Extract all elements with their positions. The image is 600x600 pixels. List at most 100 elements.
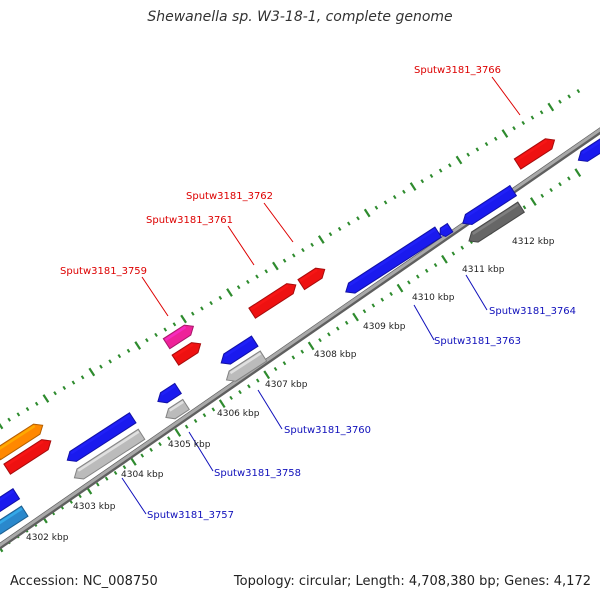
inner-ring-tick bbox=[255, 378, 260, 383]
outer-ring-tick bbox=[501, 129, 509, 138]
kbp-tick-labels: 4302 kbp 4303 kbp 4304 kbp 4305 kbp 4306 kbp… bbox=[26, 237, 555, 543]
kbp-tick-label: 4305 kbp bbox=[168, 440, 211, 450]
gene-blue-left bbox=[0, 488, 21, 513]
inner-ring-tick bbox=[122, 465, 127, 470]
inner-ring-tick bbox=[263, 370, 271, 380]
gene-small-blue-highlight bbox=[440, 224, 449, 231]
outer-ring-tick bbox=[88, 367, 96, 377]
outer-ring-tick bbox=[347, 221, 351, 226]
inner-ring-tick bbox=[291, 355, 296, 360]
outer-ring-tick bbox=[363, 208, 371, 218]
outer-ring-tick bbox=[547, 102, 555, 112]
inner-ring-tick bbox=[140, 453, 145, 458]
gene-red-left-highlight bbox=[5, 440, 44, 467]
gene-blue-edge bbox=[577, 138, 600, 162]
inner-ring-tick bbox=[389, 291, 393, 296]
outer-ring-tick bbox=[99, 364, 103, 369]
gene-sputw3181-3760-shadow bbox=[225, 350, 268, 382]
outer-ring-tick bbox=[530, 115, 535, 120]
outer-ring-tick bbox=[53, 391, 57, 396]
outer-ring-tick bbox=[190, 311, 195, 316]
outer-ring-tick bbox=[356, 216, 360, 221]
gene-label: Sputw3181_3760 bbox=[284, 425, 371, 436]
inner-ring-tick bbox=[540, 193, 545, 198]
inner-ring-tick bbox=[396, 283, 404, 293]
inner-ring-tick bbox=[424, 268, 429, 273]
outer-ring-tick bbox=[154, 332, 158, 337]
gene-labels: Sputw3181_3766 Sputw3181_3762 Sputw3181_37… bbox=[60, 65, 576, 521]
inner-ring-tick bbox=[574, 168, 582, 178]
kbp-tick-label: 4303 kbp bbox=[73, 502, 116, 512]
outer-ring-tick bbox=[255, 274, 259, 279]
gene-sputw3181-3764-arrow bbox=[462, 184, 518, 226]
gene-sputw3181-3757-shadow-highlight bbox=[77, 430, 140, 472]
outer-ring-tick bbox=[337, 226, 342, 231]
inner-ring-tick bbox=[247, 384, 251, 389]
inner-ring-tick bbox=[407, 280, 411, 285]
outer-ring-tick bbox=[383, 200, 388, 205]
gene-sputw3181-3760-shadow-highlight bbox=[229, 352, 262, 375]
outer-ring-tick bbox=[200, 306, 204, 311]
outer-ring-tick bbox=[409, 182, 417, 191]
outer-ring-tick bbox=[246, 279, 250, 284]
gene-label: Sputw3181_3761 bbox=[146, 215, 233, 226]
inner-ring-tick bbox=[78, 493, 82, 499]
kbp-tick-label: 4308 kbp bbox=[314, 350, 357, 360]
inner-ring-tick bbox=[273, 366, 278, 372]
gene-red-left bbox=[3, 439, 52, 475]
inner-ring-tick bbox=[158, 442, 162, 447]
inner-ring-tick bbox=[352, 312, 359, 322]
inner-ring-tick bbox=[380, 297, 385, 302]
inner-ring-tick bbox=[113, 470, 118, 475]
outer-ring-tick bbox=[7, 417, 11, 422]
gene-sputw3181-3760 bbox=[220, 335, 259, 365]
gene-orange-arrow bbox=[0, 423, 44, 461]
gene-label-leader bbox=[263, 202, 294, 243]
kbp-tick-label: 4307 kbp bbox=[265, 380, 308, 390]
outer-ring-tick bbox=[558, 99, 562, 104]
outer-ring-tick bbox=[117, 354, 122, 359]
outer-ring-tick bbox=[62, 385, 67, 390]
gene-red-left-arrow bbox=[3, 439, 52, 475]
gene-sputw3181-3764-shadow-arrow bbox=[468, 201, 525, 243]
gene-sputw3181-3757-highlight bbox=[70, 414, 131, 455]
gene-sputw3181-3760-shadow-arrow bbox=[225, 350, 268, 382]
inner-ring-tick bbox=[318, 338, 322, 343]
inner-ring-tick bbox=[307, 341, 315, 351]
gene-sputw3181-3761 bbox=[248, 283, 297, 319]
inner-ring-tick bbox=[371, 303, 376, 308]
gene-sputw3181-3763-highlight bbox=[349, 228, 436, 286]
gene-small-blue-arrow bbox=[439, 222, 454, 238]
inner-ring-tick bbox=[300, 349, 305, 354]
outer-ring-tick bbox=[42, 394, 50, 403]
gene-sputw3181-3762-highlight bbox=[299, 269, 318, 282]
inner-ring-tick bbox=[167, 436, 171, 441]
gene-blue-edge-highlight bbox=[581, 140, 600, 155]
gene-sputw3181-3757 bbox=[66, 412, 137, 462]
outer-ring-tick bbox=[521, 120, 526, 125]
outer-ring-tick bbox=[310, 242, 314, 247]
gene-sputw3181-3766-highlight bbox=[515, 139, 548, 162]
outer-ring-tick bbox=[236, 285, 241, 290]
inner-ring-tick bbox=[95, 482, 100, 487]
gene-sputw3181-3764-shadow bbox=[468, 201, 525, 243]
gene-sputw3181-3761-highlight bbox=[250, 284, 289, 311]
gene-blue-left-highlight bbox=[0, 490, 15, 502]
kbp-tick-label: 4310 kbp bbox=[412, 293, 455, 303]
gene-sputw3181-3766 bbox=[513, 138, 556, 170]
outer-ring-tick bbox=[512, 126, 516, 131]
outer-ring-tick bbox=[282, 258, 287, 263]
gene-sputw3181-3757-shadow bbox=[73, 428, 146, 480]
gene-sputw3181-3761-arrow bbox=[248, 283, 297, 319]
gene-label-leader bbox=[121, 477, 147, 515]
gene-label: Sputw3181_3766 bbox=[414, 65, 501, 76]
gene-label-leader bbox=[227, 225, 255, 266]
outer-ring-tick bbox=[163, 327, 168, 332]
gene-sputw3181-3762-arrow bbox=[297, 267, 326, 291]
gene-sputw3181-3760-highlight bbox=[224, 337, 253, 357]
outer-ring-tick bbox=[567, 94, 571, 99]
gene-orange-highlight bbox=[0, 424, 36, 450]
outer-ring-tick bbox=[264, 269, 269, 274]
outer-ring-tick bbox=[374, 205, 379, 210]
